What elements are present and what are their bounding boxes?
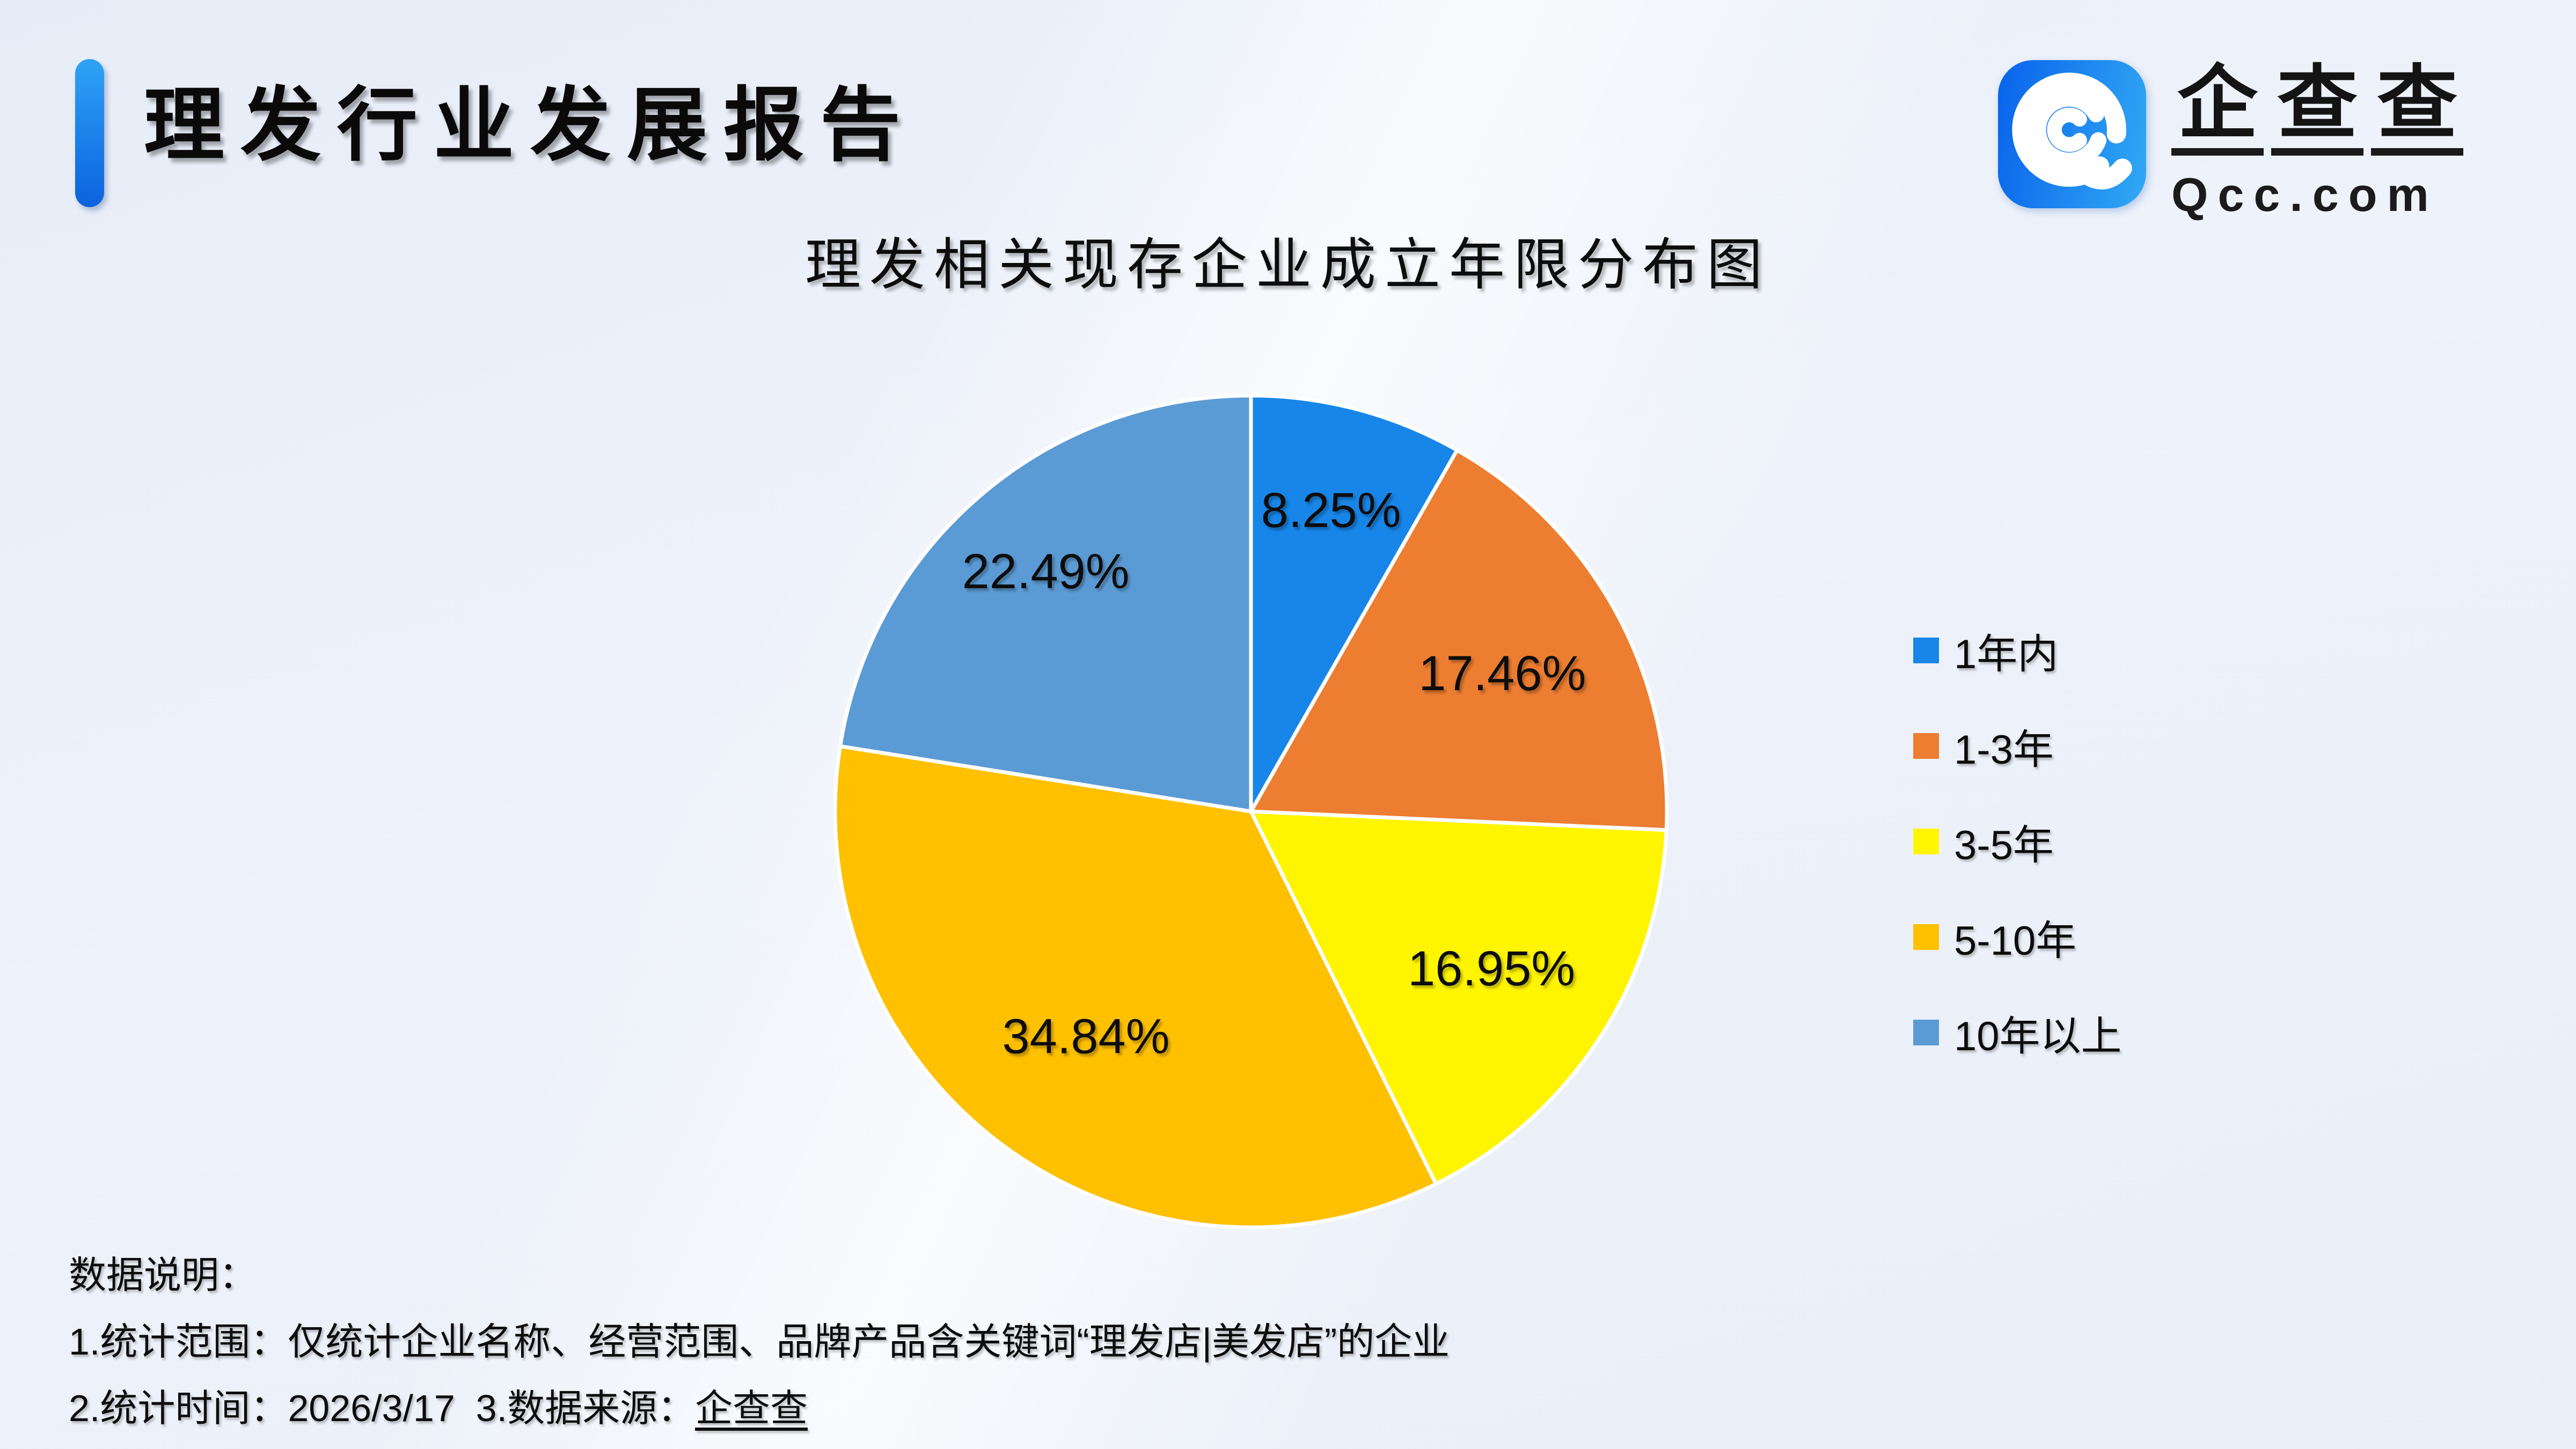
legend-swatch: [1913, 829, 1939, 854]
pie-label-1: 17.46%: [1418, 646, 1586, 701]
pie-chart: 8.25% 17.46% 16.95% 34.84% 22.49%: [833, 393, 1669, 1230]
qcc-logo-text: 企查查 Qcc.com: [2171, 62, 2463, 222]
legend-item-2: 3-5年: [1913, 820, 2122, 868]
pie-slice-2: [1249, 809, 1668, 1186]
pie-label-0: 8.25%: [1261, 483, 1401, 538]
legend-swatch: [1913, 924, 1939, 950]
qcc-brand-char: 企: [2171, 62, 2264, 156]
legend-label: 10年以上: [1954, 1014, 2122, 1059]
legend-swatch: [1913, 638, 1939, 663]
title-accent-bar: [75, 59, 104, 207]
footer-line-2-text: 2.统计时间：2026/3/17 3.数据来源：: [69, 1387, 696, 1429]
footer-source-qcc: 企查查: [695, 1387, 808, 1429]
footer-line-1: 1.统计范围：仅统计企业名称、经营范围、品牌产品含关键词“理发店|美发店”的企业: [69, 1321, 1450, 1363]
qcc-rings-glyph: [2012, 72, 2132, 189]
qcc-domain-text: Qcc.com: [2171, 168, 2439, 221]
legend-label: 1年内: [1954, 632, 2059, 677]
legend-label: 3-5年: [1954, 823, 2054, 868]
pie-slice-4: [838, 393, 1253, 814]
chart-title: 理发相关现存企业成立年限分布图: [804, 234, 1771, 296]
legend-swatch: [1913, 733, 1939, 759]
pie-slice-1: [1249, 448, 1669, 832]
legend-item-0: 1年内: [1913, 629, 2122, 677]
pie-label-3: 34.84%: [1002, 1009, 1169, 1064]
qcc-logo-icon: [1998, 60, 2146, 208]
legend: 1年内 1-3年 3-5年 5-10年 10年以上: [1913, 629, 2122, 1059]
legend-item-1: 1-3年: [1913, 724, 2122, 773]
footer-notes: 数据说明： 1.统计范围：仅统计企业名称、经营范围、品牌产品含关键词“理发店|美…: [69, 1256, 1450, 1449]
qcc-brand-name: 企查查: [2171, 62, 2463, 156]
legend-item-4: 10年以上: [1913, 1011, 2122, 1059]
footer-heading: 数据说明：: [69, 1254, 257, 1296]
page-title: 理发行业发展报告: [144, 80, 917, 170]
pie-label-4: 22.49%: [962, 544, 1130, 599]
footer-line-2: 2.统计时间：2026/3/17 3.数据来源：企查查: [69, 1389, 1450, 1428]
pie-slice-3: [833, 744, 1438, 1230]
pie-label-2: 16.95%: [1408, 941, 1575, 996]
qcc-brand-char: 查: [2271, 62, 2363, 156]
legend-label: 5-10年: [1954, 918, 2077, 964]
qcc-brand-char: 查: [2371, 62, 2463, 156]
pie-slice-0: [1249, 393, 1459, 814]
legend-item-3: 5-10年: [1913, 916, 2122, 964]
legend-label: 1-3年: [1954, 727, 2054, 773]
legend-swatch: [1913, 1020, 1939, 1045]
